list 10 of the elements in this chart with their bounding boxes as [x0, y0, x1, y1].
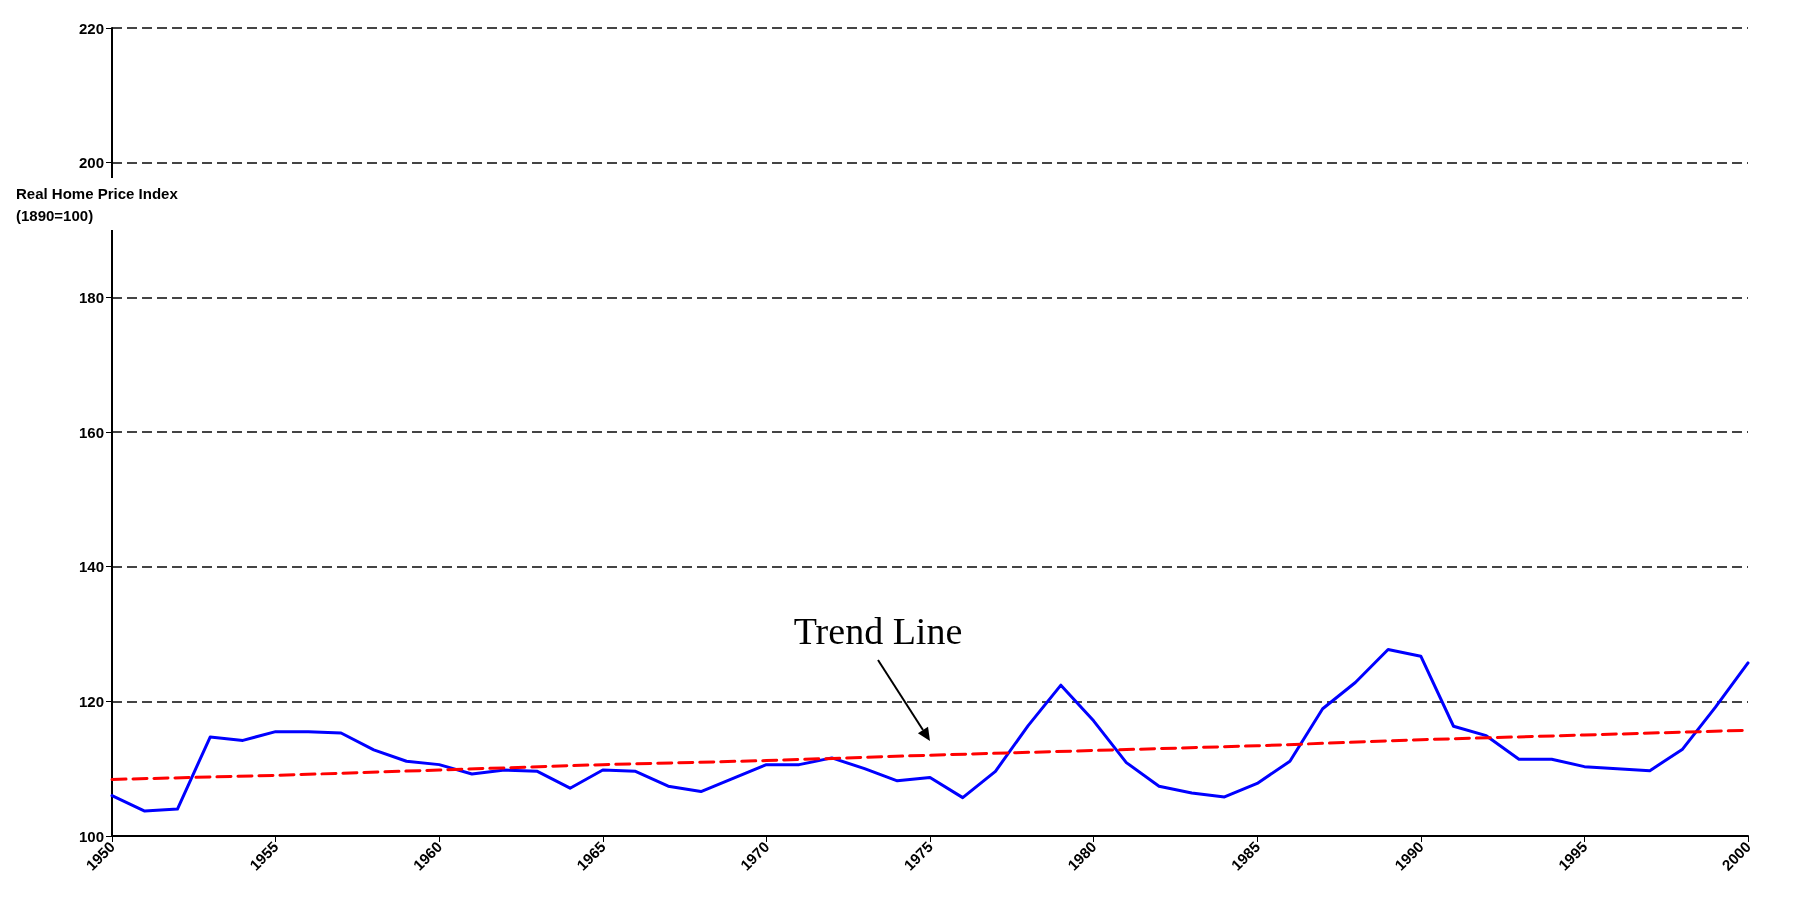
y-axis-title: Real Home Price Index (1890=100)	[16, 184, 179, 224]
y-tick-label: 200	[78, 154, 104, 172]
y-tick-label: 100	[78, 827, 104, 845]
y-tick-label: 180	[78, 288, 104, 306]
annotation: Trend Line	[793, 610, 963, 653]
y-tick-label: 140	[78, 558, 104, 576]
y-tick-label: 220	[78, 19, 104, 37]
line-series	[110, 647, 1750, 813]
y-tick-label: 120	[78, 692, 104, 710]
y-tick-label: 160	[78, 423, 104, 441]
